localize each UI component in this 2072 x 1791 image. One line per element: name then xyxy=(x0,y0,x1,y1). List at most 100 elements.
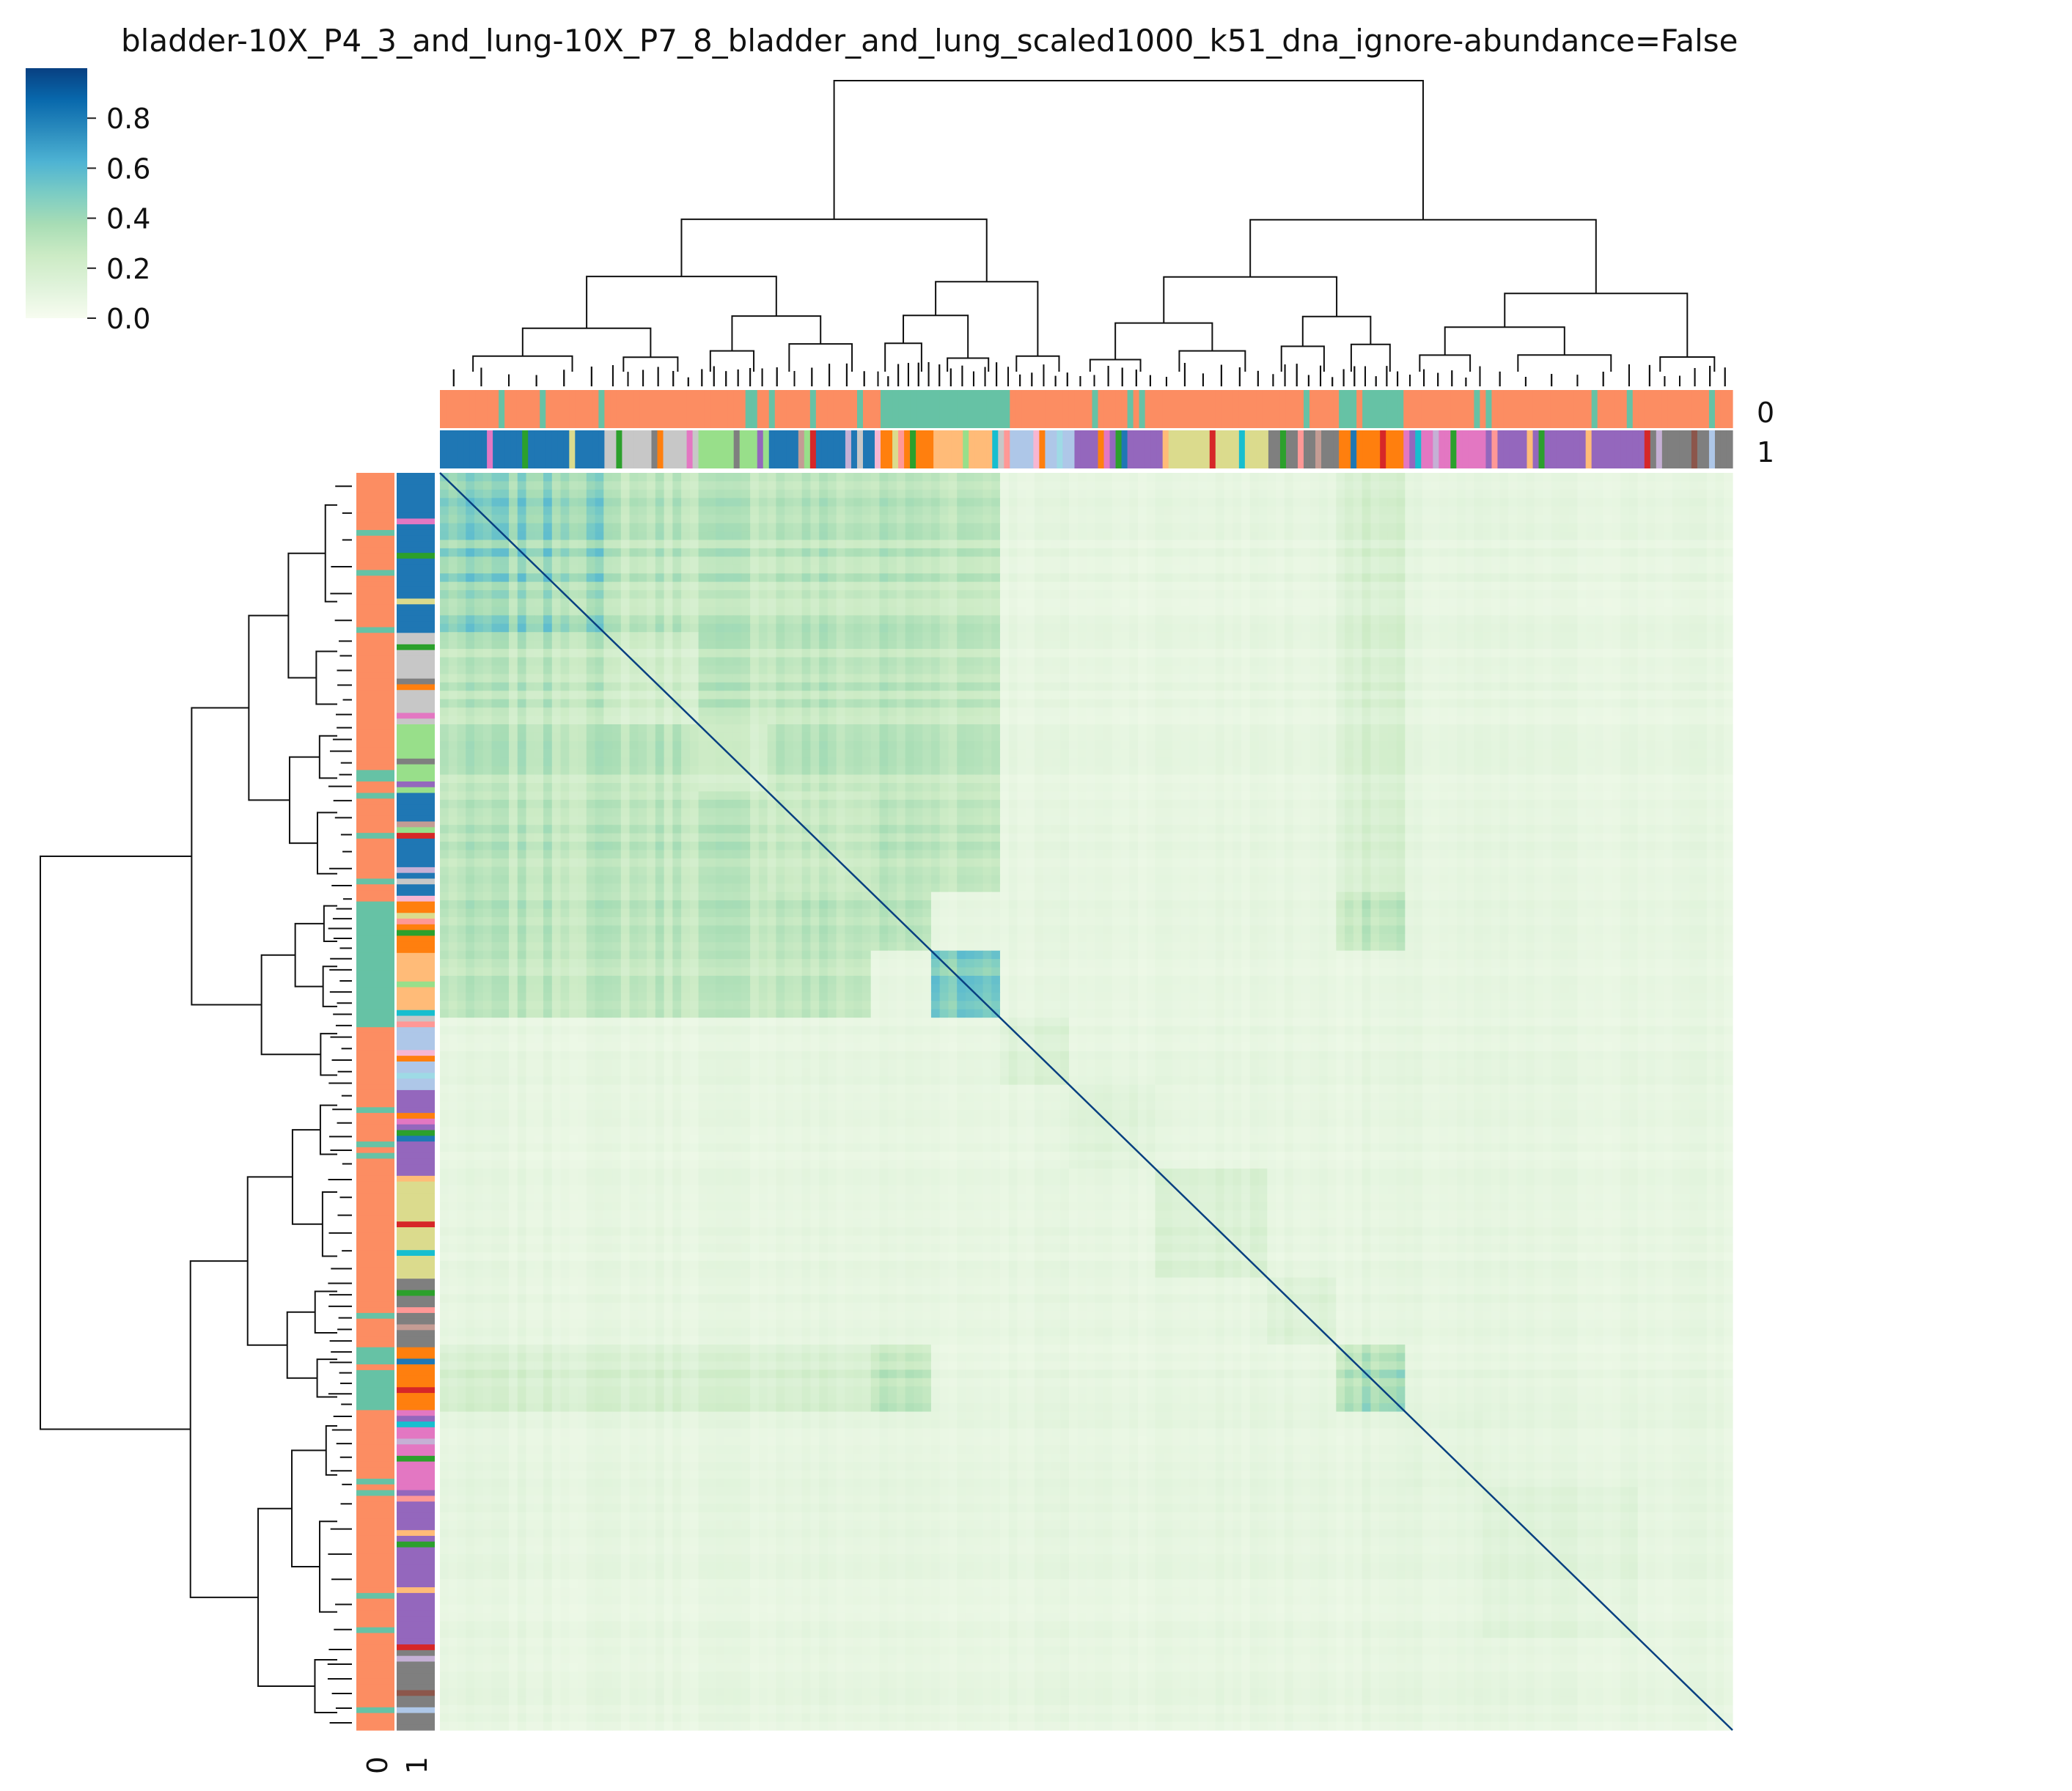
row-track1-cell xyxy=(397,558,435,565)
heatmap-cell xyxy=(810,564,820,574)
heatmap-cell xyxy=(741,674,751,683)
heatmap-cell xyxy=(440,590,449,600)
heatmap-cell xyxy=(595,665,604,674)
column-track1-cell xyxy=(575,430,581,468)
column-track0-cell xyxy=(1415,390,1422,428)
heatmap-cell xyxy=(1284,674,1294,683)
heatmap-cell xyxy=(1180,564,1191,574)
heatmap-cell xyxy=(1439,548,1449,557)
heatmap-cell xyxy=(957,581,966,591)
heatmap-cell xyxy=(1577,598,1587,608)
heatmap-cell xyxy=(836,649,845,658)
heatmap-cell xyxy=(965,657,975,666)
heatmap-cell xyxy=(1318,665,1329,674)
heatmap-cell xyxy=(1318,532,1329,541)
heatmap-cell xyxy=(793,489,803,499)
column-track1-cell xyxy=(1679,430,1686,468)
row-track1-cell xyxy=(397,1089,435,1097)
column-track0-cell xyxy=(557,390,564,428)
heatmap-cell xyxy=(1120,556,1130,566)
heatmap-cell xyxy=(870,581,881,591)
column-track1-cell xyxy=(992,430,999,468)
heatmap-cell xyxy=(1112,515,1122,524)
column-track0-cell xyxy=(1262,390,1269,428)
heatmap-cell xyxy=(1258,523,1268,532)
heatmap-cell xyxy=(1284,581,1294,591)
column-track1-cell xyxy=(1232,430,1240,468)
heatmap-cell xyxy=(1249,498,1260,507)
heatmap-cell xyxy=(1603,581,1613,591)
heatmap-cell xyxy=(1483,657,1492,666)
heatmap-cell xyxy=(1293,615,1302,625)
heatmap-cell xyxy=(1439,623,1449,633)
heatmap-cell xyxy=(1301,548,1311,557)
heatmap-cell xyxy=(474,674,484,683)
heatmap-cell xyxy=(1284,515,1294,524)
heatmap-cell xyxy=(1293,623,1302,633)
heatmap-cell xyxy=(974,481,984,490)
heatmap-cell xyxy=(1362,623,1371,633)
row-track0-cell xyxy=(356,1273,394,1279)
heatmap-cell xyxy=(1051,548,1061,557)
row-track0-cell xyxy=(356,1324,394,1331)
heatmap-cell xyxy=(793,581,803,591)
heatmap-cell xyxy=(819,657,829,666)
heatmap-cell xyxy=(1663,657,1673,666)
heatmap-cell xyxy=(569,623,578,633)
heatmap-cell xyxy=(1430,564,1440,574)
heatmap-cell xyxy=(758,632,768,641)
column-track0-cell xyxy=(1538,390,1546,428)
row-track0-cell xyxy=(356,1547,394,1553)
heatmap-cell xyxy=(1103,523,1113,532)
column-track1-cell xyxy=(475,430,482,468)
heatmap-cell xyxy=(1241,506,1251,515)
heatmap-cell xyxy=(500,615,510,625)
column-track0-cell xyxy=(945,390,952,428)
column-track0-cell xyxy=(1074,390,1081,428)
heatmap-cell xyxy=(1474,556,1483,566)
row-track1-cell xyxy=(397,610,435,617)
heatmap-cell xyxy=(896,606,906,616)
heatmap-cell xyxy=(1284,623,1294,633)
heatmap-cell xyxy=(1543,590,1552,600)
heatmap-cell xyxy=(1120,548,1130,557)
column-track0-cell xyxy=(645,390,653,428)
heatmap-cell xyxy=(569,573,578,583)
heatmap-cell xyxy=(767,674,776,683)
heatmap-cell xyxy=(491,540,501,549)
heatmap-cell xyxy=(819,581,829,591)
row-track1-cell xyxy=(397,592,435,600)
heatmap-cell xyxy=(810,532,820,541)
heatmap-cell xyxy=(1483,649,1492,658)
heatmap-cell xyxy=(595,682,604,691)
heatmap-cell xyxy=(1439,674,1449,683)
heatmap-cell xyxy=(491,573,501,583)
heatmap-cell xyxy=(750,573,760,583)
row-track0-cell xyxy=(356,1204,394,1211)
row-track0-cell xyxy=(356,667,394,674)
heatmap-cell xyxy=(560,640,570,650)
heatmap-cell xyxy=(1293,523,1302,532)
heatmap-cell xyxy=(466,473,475,482)
heatmap-cell xyxy=(1120,523,1130,532)
heatmap-cell xyxy=(801,573,811,583)
column-track0-cell xyxy=(1127,390,1134,428)
heatmap-cell xyxy=(1456,556,1466,566)
heatmap-cell xyxy=(801,632,811,641)
heatmap-cell xyxy=(664,623,673,633)
heatmap-cell xyxy=(957,556,966,566)
row-track1-cell xyxy=(397,1564,435,1571)
heatmap-cell xyxy=(1577,649,1587,658)
heatmap-cell xyxy=(1543,548,1552,557)
dendrogram-link xyxy=(286,1311,317,1379)
heatmap-cell xyxy=(750,540,760,549)
heatmap-cell xyxy=(1310,506,1320,515)
heatmap-cell xyxy=(930,598,941,608)
heatmap-cell xyxy=(870,540,881,549)
heatmap-cell xyxy=(1353,515,1363,524)
column-track0-cell xyxy=(1268,390,1275,428)
heatmap-cell xyxy=(707,564,716,574)
row-track0-cell xyxy=(356,696,394,702)
heatmap-cell xyxy=(741,556,751,566)
heatmap-cell xyxy=(1180,649,1191,658)
